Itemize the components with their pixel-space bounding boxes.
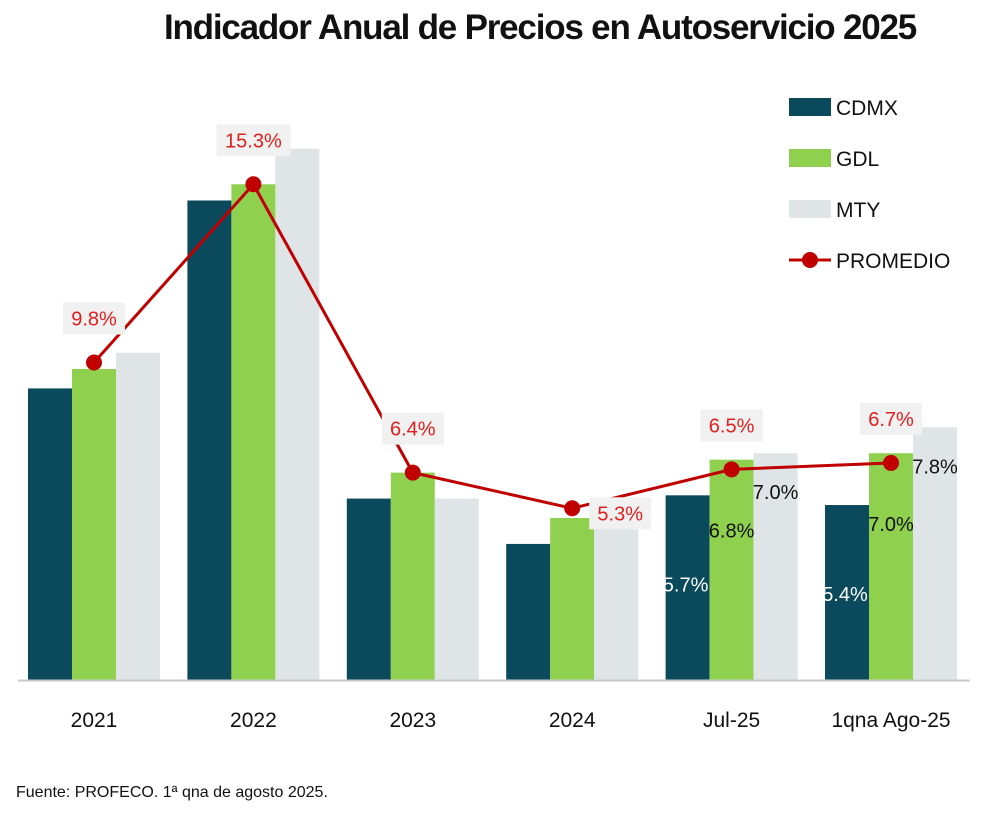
- bar-cdmx-jul-25: [665, 495, 710, 680]
- average-label-2021: 9.8%: [71, 308, 117, 330]
- bar-gdl-2023: [390, 472, 435, 680]
- point-promedio-1qna-ago-25: [883, 454, 899, 471]
- bar-gdl-jul-25: [709, 459, 754, 680]
- average-label-box-1qna-ago-25: [860, 402, 922, 435]
- x-tick-label-2023: 2023: [389, 709, 436, 732]
- bar-mty-2022: [275, 148, 320, 680]
- average-label-2024: 5.3%: [597, 503, 643, 525]
- bar-gdl-2022: [231, 184, 276, 680]
- bar-cdmx-2021: [28, 388, 72, 680]
- average-label-box-2024: [589, 497, 652, 530]
- bar-mty-2024: [594, 518, 639, 680]
- data-label-mty-jul-25: 7.0%: [753, 482, 799, 504]
- bar-gdl-2021: [72, 368, 116, 680]
- bar-cdmx-1qna-ago-25: [825, 505, 869, 680]
- bar-cdmx-2022: [187, 200, 232, 681]
- average-label-1qna-ago-25: 6.7%: [868, 409, 914, 431]
- average-label-2023: 6.4%: [390, 419, 436, 441]
- x-tick-label-1qna-ago-25: 1qna Ago-25: [831, 709, 950, 732]
- bar-gdl-1qna-ago-25: [869, 453, 913, 680]
- average-label-box-2023: [381, 412, 444, 445]
- legend-swatch-gdl: [789, 149, 831, 167]
- legend-label-cdmx: CDMX: [836, 97, 898, 120]
- bar-mty-2021: [116, 352, 160, 680]
- x-tick-label-2021: 2021: [71, 709, 118, 732]
- legend-swatch-mty: [789, 200, 831, 218]
- point-promedio-2021: [86, 354, 102, 371]
- point-promedio-2022: [245, 176, 262, 193]
- average-label-box-jul-25: [700, 409, 763, 442]
- legend-label-gdl: GDL: [836, 148, 879, 171]
- legend-label-promedio: PROMEDIO: [836, 250, 950, 273]
- data-label-cdmx-1qna-ago-25: 5.4%: [822, 584, 868, 606]
- x-tick-label-jul-25: Jul-25: [703, 709, 760, 732]
- legend-label-mty: MTY: [836, 199, 880, 222]
- average-label-2022: 15.3%: [225, 130, 282, 152]
- chart-title: Indicador Anual de Precios en Autoservic…: [163, 8, 917, 47]
- series-line-promedio: [92, 181, 892, 510]
- x-tick-label-2024: 2024: [549, 709, 596, 732]
- average-label-jul-25: 6.5%: [709, 415, 755, 437]
- data-label-gdl-jul-25: 6.8%: [709, 521, 755, 543]
- average-label-box-2022: [216, 124, 291, 157]
- source-note: Fuente: PROFECO. 1ª qna de agosto 2025.: [16, 784, 328, 801]
- bar-cdmx-2023: [346, 498, 391, 680]
- point-promedio-jul-25: [723, 461, 740, 478]
- bar-gdl-2024: [550, 518, 595, 680]
- data-label-gdl-1qna-ago-25: 7.0%: [868, 514, 914, 536]
- data-label-mty-1qna-ago-25: 7.8%: [912, 456, 958, 478]
- x-tick-label-2022: 2022: [230, 709, 277, 732]
- bar-mty-jul-25: [753, 453, 798, 680]
- point-promedio-2023: [404, 464, 421, 481]
- legend-marker-promedio: [802, 252, 818, 268]
- bar-cdmx-2024: [506, 543, 551, 680]
- bar-mty-2023: [434, 498, 479, 680]
- legend-swatch-cdmx: [789, 98, 831, 116]
- bar-mty-1qna-ago-25: [913, 427, 957, 680]
- average-label-box-2021: [63, 302, 125, 335]
- data-label-cdmx-jul-25: 5.7%: [663, 574, 709, 596]
- point-promedio-2024: [564, 500, 581, 517]
